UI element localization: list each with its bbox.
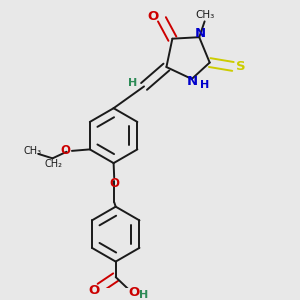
Text: CH₃: CH₃ (195, 11, 214, 20)
Text: O: O (109, 177, 119, 190)
Text: O: O (128, 286, 139, 299)
Text: CH₃: CH₃ (23, 146, 41, 157)
Text: S: S (236, 60, 246, 73)
Text: N: N (187, 76, 198, 88)
Text: O: O (88, 284, 99, 297)
Text: N: N (194, 27, 206, 40)
Text: H: H (139, 290, 148, 300)
Text: CH₂: CH₂ (44, 159, 62, 169)
Text: O: O (147, 10, 159, 23)
Text: H: H (128, 78, 137, 88)
Text: H: H (200, 80, 209, 90)
Text: O: O (60, 144, 70, 157)
